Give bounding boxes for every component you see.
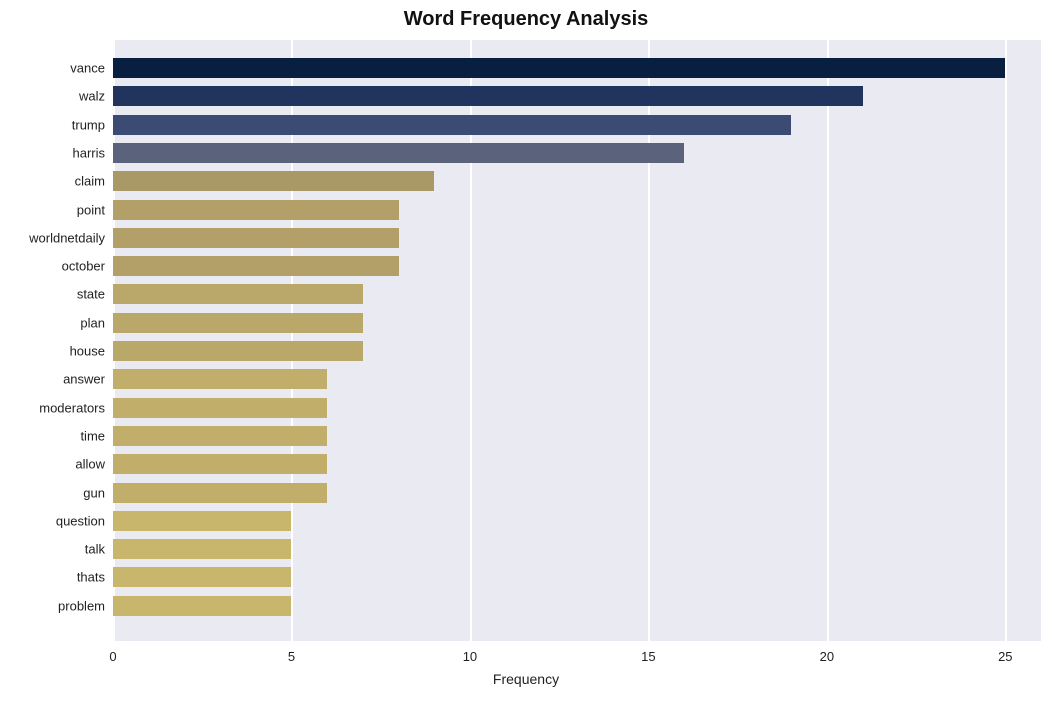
y-tick: claim xyxy=(75,174,105,189)
bar xyxy=(113,539,291,559)
bar xyxy=(113,86,863,106)
bar xyxy=(113,426,327,446)
bar xyxy=(113,171,434,191)
gridline xyxy=(827,40,829,641)
bar xyxy=(113,511,291,531)
bar xyxy=(113,369,327,389)
y-tick: moderators xyxy=(39,400,105,415)
bar xyxy=(113,284,363,304)
y-tick: time xyxy=(80,428,105,443)
y-tick: october xyxy=(62,259,105,274)
y-tick: walz xyxy=(79,89,105,104)
x-tick: 5 xyxy=(288,649,295,664)
y-tick: house xyxy=(70,344,105,359)
bar xyxy=(113,596,291,616)
bar xyxy=(113,256,399,276)
bar xyxy=(113,58,1005,78)
y-tick: worldnetdaily xyxy=(29,230,105,245)
x-axis-label: Frequency xyxy=(0,671,1052,687)
y-tick: problem xyxy=(58,598,105,613)
x-tick: 10 xyxy=(463,649,477,664)
bar xyxy=(113,483,327,503)
y-tick: talk xyxy=(85,542,105,557)
y-tick: answer xyxy=(63,372,105,387)
bar xyxy=(113,115,791,135)
x-tick: 25 xyxy=(998,649,1012,664)
y-tick: harris xyxy=(72,145,105,160)
gridline xyxy=(1005,40,1007,641)
x-tick: 15 xyxy=(641,649,655,664)
plot-area xyxy=(113,40,1041,641)
y-tick: allow xyxy=(75,457,105,472)
y-tick: question xyxy=(56,513,105,528)
x-tick: 20 xyxy=(820,649,834,664)
x-tick: 0 xyxy=(109,649,116,664)
bar xyxy=(113,454,327,474)
y-tick: gun xyxy=(83,485,105,500)
y-tick: plan xyxy=(80,315,105,330)
chart-title: Word Frequency Analysis xyxy=(0,8,1052,31)
y-tick: thats xyxy=(77,570,105,585)
bar xyxy=(113,398,327,418)
y-tick: point xyxy=(77,202,105,217)
y-tick: state xyxy=(77,287,105,302)
y-tick: trump xyxy=(72,117,105,132)
bar xyxy=(113,228,399,248)
bar xyxy=(113,313,363,333)
y-tick: vance xyxy=(70,61,105,76)
bar xyxy=(113,567,291,587)
bar xyxy=(113,143,684,163)
bar xyxy=(113,200,399,220)
bar xyxy=(113,341,363,361)
